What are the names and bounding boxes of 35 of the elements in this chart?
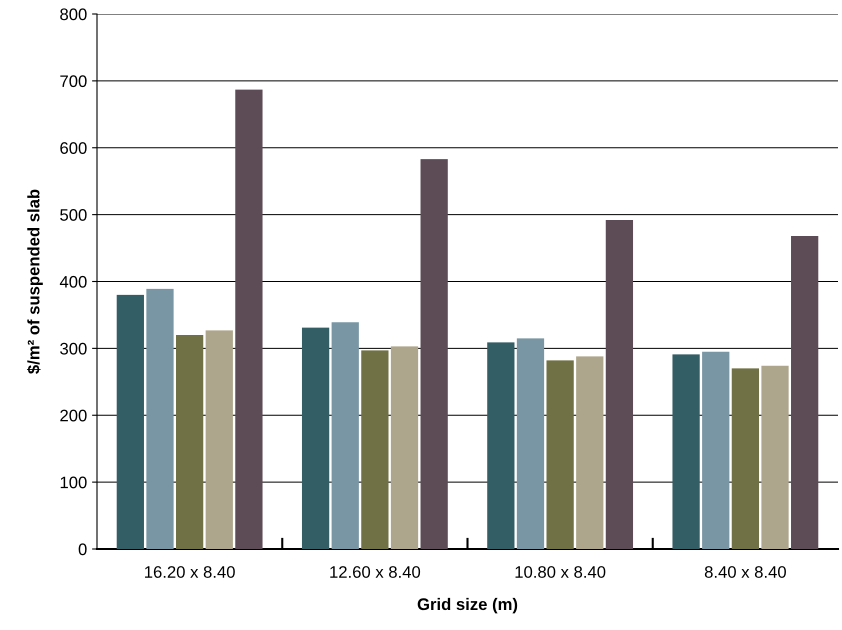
x-tick-label: 10.80 x 8.40 bbox=[516, 566, 606, 578]
bar bbox=[302, 328, 330, 549]
x-axis-title: Grid size (m) bbox=[418, 598, 518, 614]
x-tick-label: 12.60 x 8.40 bbox=[330, 566, 420, 578]
y-tick-label: 200 bbox=[60, 410, 87, 422]
bar bbox=[546, 360, 574, 549]
bar bbox=[146, 288, 174, 549]
y-tick-label: 500 bbox=[60, 209, 87, 221]
bar bbox=[206, 330, 233, 549]
bar bbox=[332, 322, 359, 549]
y-tick-label: 300 bbox=[60, 342, 87, 355]
bar bbox=[235, 90, 263, 549]
bar bbox=[606, 220, 634, 549]
x-tick-label: 16.20 x 8.40 bbox=[145, 566, 235, 578]
y-tick-label: 700 bbox=[60, 75, 87, 88]
bar bbox=[702, 352, 730, 549]
y-tick-label: 600 bbox=[60, 142, 87, 154]
y-tick-label: 400 bbox=[60, 276, 87, 288]
bar bbox=[390, 346, 418, 549]
y-axis-title: $/m² of suspended slab bbox=[26, 190, 43, 374]
bar bbox=[361, 350, 389, 549]
y-tick-label: 0 bbox=[78, 543, 87, 556]
bar bbox=[576, 356, 604, 549]
bar bbox=[116, 294, 144, 549]
y-tick-label: 800 bbox=[60, 8, 87, 20]
bar bbox=[487, 342, 514, 549]
bar bbox=[791, 236, 818, 549]
bar bbox=[761, 366, 789, 549]
bar bbox=[176, 335, 204, 549]
x-tick-label: 8.40 x 8.40 bbox=[704, 566, 786, 578]
bar bbox=[516, 338, 544, 549]
bar bbox=[420, 159, 448, 549]
bar bbox=[732, 368, 760, 549]
bar bbox=[672, 354, 700, 549]
y-tick-label: 100 bbox=[60, 476, 87, 488]
